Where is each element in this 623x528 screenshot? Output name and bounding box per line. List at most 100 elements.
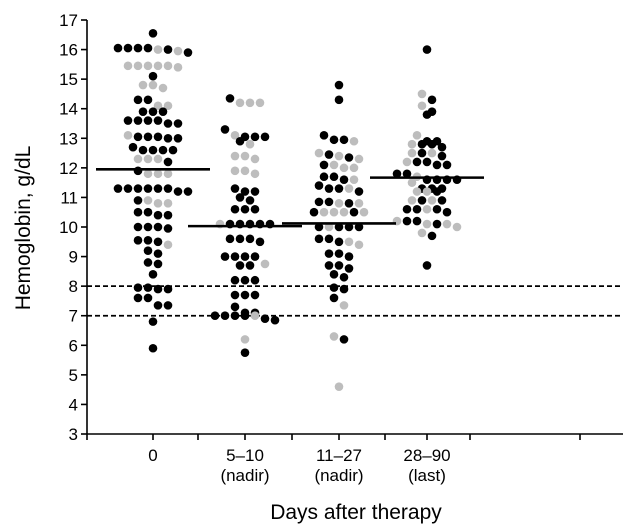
- data-point: [153, 249, 163, 258]
- data-point: [437, 196, 447, 205]
- data-point: [354, 199, 364, 208]
- data-point: [143, 154, 153, 164]
- data-point: [143, 196, 153, 205]
- x-category-label: 0: [148, 446, 157, 465]
- y-tick-label: 10: [59, 218, 78, 237]
- data-point: [329, 293, 339, 303]
- data-point: [329, 332, 339, 341]
- data-point: [148, 107, 158, 116]
- data-point: [133, 95, 143, 105]
- data-point: [133, 132, 143, 142]
- data-point: [392, 169, 402, 179]
- data-point: [402, 157, 412, 167]
- data-point: [422, 219, 432, 229]
- data-point: [260, 132, 270, 142]
- data-point: [173, 46, 183, 56]
- data-point: [138, 145, 148, 155]
- data-point: [148, 71, 158, 81]
- data-point: [339, 301, 349, 310]
- data-point: [123, 116, 133, 125]
- x-category-label: 28–90: [403, 446, 450, 465]
- data-point: [250, 154, 260, 164]
- data-point: [143, 207, 153, 217]
- data-point: [349, 175, 359, 184]
- y-tick-label: 4: [69, 395, 78, 414]
- data-point: [250, 187, 260, 196]
- data-point: [412, 216, 422, 226]
- data-point: [407, 148, 417, 158]
- x-category-label: 11–27: [316, 446, 362, 465]
- data-point: [158, 83, 168, 93]
- data-point: [143, 246, 153, 255]
- data-point: [344, 264, 354, 273]
- data-point: [319, 131, 329, 140]
- data-point: [359, 207, 369, 217]
- data-point: [153, 237, 163, 247]
- x-category-sublabel: (nadir): [220, 466, 269, 485]
- data-point: [270, 315, 280, 325]
- data-point: [225, 234, 235, 244]
- data-point: [417, 101, 427, 111]
- data-point: [153, 284, 163, 294]
- y-tick-label: 15: [59, 70, 78, 89]
- data-point: [148, 29, 158, 38]
- data-point: [319, 207, 329, 217]
- data-point: [133, 154, 143, 164]
- data-point: [153, 199, 163, 208]
- data-point: [123, 43, 133, 53]
- data-point: [173, 119, 183, 128]
- data-point: [220, 125, 230, 134]
- data-point: [349, 163, 359, 173]
- data-point: [314, 148, 324, 158]
- x-axis: 0 5–10(nadir)11–27(nadir)28–90(last): [86, 433, 623, 485]
- x-category-label: 5–10: [226, 446, 264, 465]
- data-point: [133, 222, 143, 232]
- data-point: [148, 270, 158, 279]
- data-point: [354, 222, 364, 232]
- data-point: [250, 132, 260, 142]
- data-point: [349, 207, 359, 217]
- data-point: [133, 293, 143, 303]
- data-point: [143, 61, 153, 71]
- y-tick-label: 5: [69, 366, 78, 385]
- data-point: [334, 249, 344, 258]
- data-point: [339, 272, 349, 282]
- data-point: [163, 210, 173, 220]
- data-point: [314, 234, 324, 244]
- data-point: [260, 314, 270, 323]
- data-point: [240, 204, 250, 214]
- data-point: [412, 187, 422, 196]
- data-point: [153, 132, 163, 142]
- data-point: [309, 207, 319, 217]
- data-point: [334, 199, 344, 208]
- data-point: [153, 301, 163, 310]
- data-point: [437, 151, 447, 161]
- data-point: [163, 157, 173, 167]
- data-point: [163, 133, 173, 143]
- data-point: [133, 196, 143, 205]
- x-category-sublabel: (last): [408, 466, 446, 485]
- y-tick-label: 9: [69, 248, 78, 267]
- x-category-sublabel: (nadir): [314, 466, 363, 485]
- data-point: [319, 160, 329, 170]
- data-point: [240, 187, 250, 196]
- data-point: [245, 98, 255, 108]
- data-point: [143, 169, 153, 179]
- data-point: [427, 196, 437, 205]
- data-point: [153, 259, 163, 269]
- data-point: [235, 261, 245, 270]
- data-point: [245, 261, 255, 270]
- data-point: [432, 219, 442, 229]
- data-point: [133, 236, 143, 245]
- data-point: [235, 234, 245, 244]
- data-point: [230, 311, 240, 321]
- data-point: [402, 216, 412, 226]
- y-tick-label: 17: [59, 11, 78, 30]
- data-point: [143, 116, 153, 125]
- data-point: [123, 131, 133, 140]
- data-point: [324, 234, 334, 244]
- data-point: [339, 335, 349, 344]
- data-point: [314, 197, 324, 207]
- data-point: [163, 45, 173, 54]
